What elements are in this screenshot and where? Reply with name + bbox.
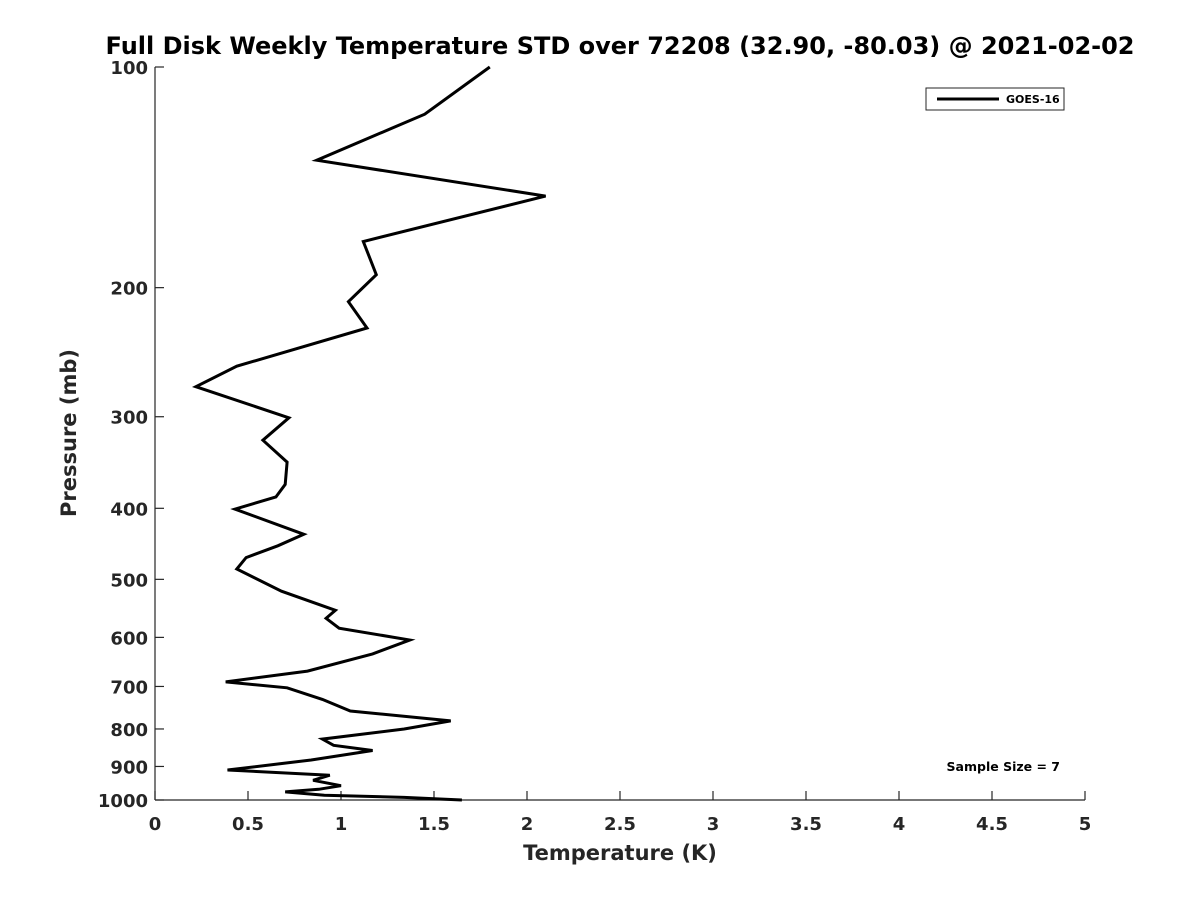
y-tick-label: 600 [110, 628, 148, 649]
x-tick-label: 3.5 [790, 814, 822, 835]
x-tick-label: 2 [521, 814, 534, 835]
legend: GOES-16 [925, 87, 1065, 111]
x-tick-label: 5 [1079, 814, 1092, 835]
y-tick-label: 700 [110, 677, 148, 698]
y-tick-label: 900 [110, 757, 148, 778]
y-tick-label: 400 [110, 499, 148, 520]
y-tick-label: 300 [110, 408, 148, 429]
y-tick-label: 800 [110, 720, 148, 741]
chart-title: Full Disk Weekly Temperature STD over 72… [106, 32, 1135, 60]
x-tick-label: 0 [149, 814, 162, 835]
x-ticks: 0 0.5 1 1.5 2 2.5 3 3.5 4 4.5 5 [149, 791, 1092, 835]
x-tick-label: 4 [893, 814, 906, 835]
x-tick-label: 1.5 [418, 814, 450, 835]
x-axis-label: Temperature (K) [523, 841, 717, 865]
y-tick-label: 500 [110, 570, 148, 591]
y-tick-label: 200 [110, 279, 148, 300]
x-tick-label: 3 [707, 814, 720, 835]
y-tick-label: 100 [110, 58, 148, 79]
y-axis-label: Pressure (mb) [57, 349, 81, 517]
x-tick-label: 4.5 [976, 814, 1008, 835]
plot-area [155, 67, 1085, 800]
legend-label-goes16: GOES-16 [1006, 93, 1060, 106]
sample-size-annotation: Sample Size = 7 [947, 759, 1060, 774]
y-tick-label: 1000 [98, 791, 148, 812]
series-line-goes16 [191, 65, 546, 802]
y-ticks: 100 200 300 400 500 600 700 800 900 1000 [98, 58, 164, 812]
x-tick-label: 1 [335, 814, 348, 835]
x-tick-label: 0.5 [232, 814, 264, 835]
x-tick-label: 2.5 [604, 814, 636, 835]
